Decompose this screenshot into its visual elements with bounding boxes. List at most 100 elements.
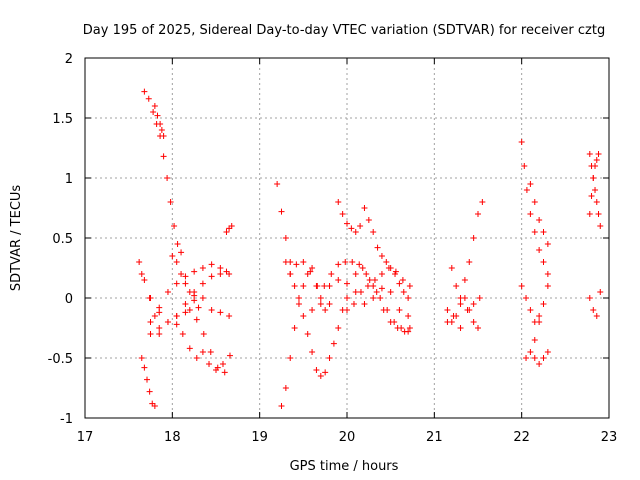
data-point <box>228 223 235 229</box>
data-points <box>136 88 604 409</box>
data-point <box>475 325 481 331</box>
data-point <box>193 355 200 361</box>
data-point <box>300 283 307 289</box>
data-point <box>136 259 143 265</box>
data-point <box>223 229 230 235</box>
data-point <box>207 349 214 355</box>
data-point <box>344 307 350 313</box>
data-point <box>344 280 350 287</box>
data-point <box>186 289 193 295</box>
data-point <box>317 373 324 379</box>
data-point <box>335 277 342 283</box>
y-tick-label: 0 <box>65 292 73 307</box>
data-point <box>226 313 233 319</box>
y-tick-label: 1 <box>65 172 73 187</box>
data-point <box>470 235 477 241</box>
data-point <box>374 244 381 251</box>
data-point <box>394 325 401 331</box>
data-point <box>335 325 342 331</box>
data-point <box>330 340 337 347</box>
data-point <box>527 307 534 313</box>
data-point <box>352 289 359 295</box>
data-point <box>457 301 464 307</box>
data-point <box>453 283 460 289</box>
data-point <box>182 301 189 307</box>
data-point <box>199 295 206 301</box>
data-point <box>523 187 530 193</box>
data-point <box>282 235 289 241</box>
data-point <box>370 229 377 235</box>
data-point <box>199 265 206 271</box>
data-point <box>322 369 329 376</box>
data-point <box>178 271 185 277</box>
data-point <box>586 295 593 301</box>
data-point <box>531 355 538 361</box>
data-point <box>592 163 599 169</box>
data-point <box>406 325 413 331</box>
data-point <box>157 121 164 127</box>
data-point <box>282 385 289 391</box>
data-point <box>370 283 377 289</box>
data-point <box>540 301 547 307</box>
data-point <box>169 253 176 259</box>
data-point <box>352 271 359 277</box>
data-point <box>147 319 154 325</box>
data-point <box>151 403 158 409</box>
data-point <box>586 151 593 157</box>
data-point <box>370 295 377 301</box>
data-point <box>523 355 530 361</box>
data-point <box>178 249 185 256</box>
data-point <box>344 220 350 227</box>
data-point <box>160 153 167 160</box>
y-axis-label: SDTVAR / TECUs <box>9 185 24 292</box>
data-point <box>348 225 355 232</box>
data-point <box>536 313 543 319</box>
data-point <box>448 265 455 271</box>
data-point <box>191 297 198 304</box>
data-point <box>151 313 158 319</box>
y-tick-label: 2 <box>65 52 73 67</box>
data-point <box>278 208 285 215</box>
data-point <box>186 307 193 313</box>
data-point <box>274 181 281 187</box>
data-point <box>173 321 180 328</box>
data-point <box>173 280 180 287</box>
data-point <box>300 313 307 319</box>
data-point <box>141 88 148 95</box>
data-point <box>326 301 333 307</box>
data-point <box>586 211 593 217</box>
data-point <box>352 229 359 235</box>
data-point <box>523 295 530 301</box>
data-point <box>595 151 602 157</box>
y-tick-label: 0.5 <box>52 232 73 247</box>
data-point <box>357 223 364 229</box>
data-point <box>531 319 538 325</box>
data-point <box>392 268 399 275</box>
data-point <box>373 289 380 295</box>
data-point <box>361 301 368 307</box>
data-point <box>141 364 148 371</box>
data-point <box>597 223 604 229</box>
data-point <box>287 355 294 361</box>
data-point <box>344 295 350 301</box>
data-point <box>186 345 193 352</box>
data-point <box>199 280 206 287</box>
data-point <box>167 199 174 205</box>
data-point <box>141 277 148 283</box>
data-point <box>147 331 154 337</box>
data-point <box>597 289 604 295</box>
data-point <box>536 247 543 253</box>
data-point <box>518 139 525 145</box>
data-point <box>226 352 233 359</box>
data-point <box>475 211 481 217</box>
data-point <box>350 301 357 307</box>
y-tick-labels: -1 -0.5 0 0.5 1 1.5 2 <box>48 52 73 427</box>
data-point <box>540 229 547 235</box>
data-point <box>450 313 457 319</box>
data-point <box>208 261 215 268</box>
data-point <box>518 283 525 289</box>
data-point <box>457 325 464 331</box>
x-tick-label: 18 <box>164 430 181 445</box>
data-point <box>479 199 486 205</box>
data-point <box>309 265 316 271</box>
